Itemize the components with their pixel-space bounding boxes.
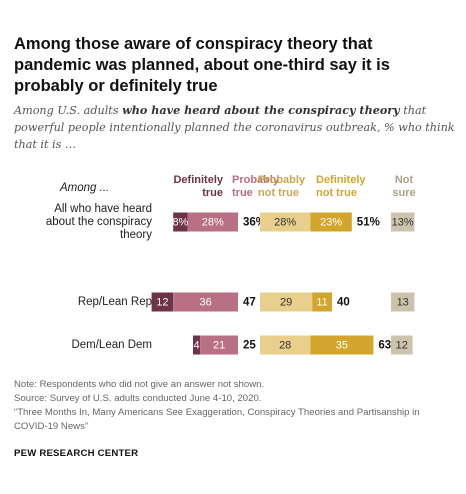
data-label-definitely-true: 8% <box>172 216 188 228</box>
column-header-not-sure: sure <box>392 187 415 199</box>
bar-definitely-true <box>173 212 188 232</box>
bar-definitely-not-true <box>310 212 352 232</box>
net-not-true-label: 51% <box>357 217 380 229</box>
subtitle-text-1: Among U.S. adults <box>14 104 123 117</box>
net-not-true-label: 40 <box>337 297 350 309</box>
category-label: Dem/Lean Dem <box>71 339 152 351</box>
data-label-definitely-not-true: 35 <box>336 339 348 351</box>
data-label-probably-true: 28% <box>202 216 224 228</box>
subtitle-text-2: that powerful people intentionally plann… <box>14 104 455 151</box>
net-true-label: 25 <box>243 340 256 352</box>
brand-label: PEW RESEARCH CENTER <box>14 448 139 459</box>
bar-not-sure <box>391 292 415 312</box>
column-header-definitely-true: true <box>202 187 223 199</box>
column-header-not-sure: Not <box>395 174 414 186</box>
subtitle-emphasis: who have heard about the conspiracy theo… <box>122 103 400 117</box>
bar-probably-true <box>187 212 238 232</box>
bar-definitely-not-true <box>310 335 374 355</box>
category-label: Rep/Lean Rep <box>78 296 152 308</box>
data-label-probably-true: 36 <box>199 296 211 308</box>
footer-note: Note: Respondents who did not give an an… <box>14 379 265 390</box>
data-label-definitely-true: 4 <box>194 339 200 351</box>
net-true-label: 47 <box>243 297 256 309</box>
data-label-definitely-not-true: 23% <box>320 216 342 228</box>
column-header-probably-not-true: Probably <box>258 174 306 186</box>
bar-definitely-true <box>193 335 201 355</box>
bar-probably-not-true <box>260 212 311 232</box>
column-header-probably-true: Probably <box>232 174 280 186</box>
bar-not-sure <box>391 212 415 232</box>
data-label-probably-not-true: 28% <box>274 216 296 228</box>
net-not-true-label: 63 <box>378 340 391 352</box>
chart-title: Among those aware of conspiracy theory t… <box>14 35 390 95</box>
data-label-not-sure: 12 <box>396 339 408 351</box>
data-label-probably-true: 21 <box>213 339 225 351</box>
footer-report: “Three Months In, Many Americans See Exa… <box>14 407 420 432</box>
chart-subtitle: Among U.S. adults who have heard about t… <box>14 102 459 153</box>
column-header-definitely-not-true: not true <box>316 187 357 199</box>
bar-probably-not-true <box>260 335 311 355</box>
category-label: theory <box>120 229 152 241</box>
column-header-probably-not-true: not true <box>258 187 299 199</box>
data-label-not-sure: 13% <box>392 216 414 228</box>
bar-definitely-not-true <box>312 292 332 312</box>
category-label: about the conspiracy <box>46 216 152 228</box>
data-label-definitely-not-true: 11 <box>316 296 327 308</box>
bar-probably-true <box>173 292 238 312</box>
bar-probably-true <box>200 335 238 355</box>
bar-not-sure <box>391 335 413 355</box>
data-label-probably-not-true: 28 <box>279 339 291 351</box>
column-header-definitely-not-true: Definitely <box>316 174 366 186</box>
data-label-definitely-true: 12 <box>156 296 168 308</box>
column-header-probably-true: true <box>232 187 253 199</box>
row-header: Among ... <box>59 182 109 194</box>
data-label-not-sure: 13 <box>397 296 409 308</box>
column-header-definitely-true: Definitely <box>173 174 223 186</box>
category-label: All who have heard <box>54 203 152 215</box>
data-label-probably-not-true: 29 <box>280 296 292 308</box>
footer-source: Source: Survey of U.S. adults conducted … <box>14 393 262 404</box>
bar-definitely-true <box>151 292 174 312</box>
bar-probably-not-true <box>260 292 313 312</box>
